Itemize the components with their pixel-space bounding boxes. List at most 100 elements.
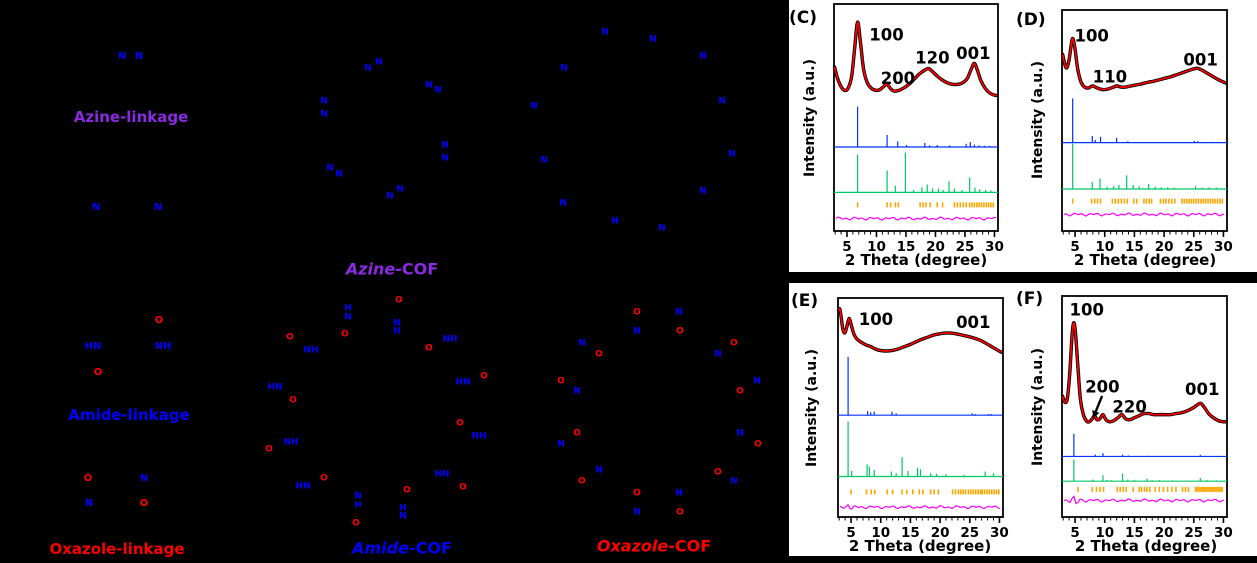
panel-letter-e: (E): [791, 291, 819, 311]
y-axis-label-d: Intensity (a.u.): [1030, 60, 1046, 180]
atom-label-o: O: [736, 386, 744, 397]
atom-label-o: O: [139, 498, 149, 509]
atom-label-n: N: [578, 338, 586, 349]
y-axis-label-c: Intensity (a.u.): [802, 58, 818, 178]
atom-label-o: O: [289, 395, 297, 406]
atom-label-n: N: [699, 186, 707, 197]
atom-label-hn: HN: [84, 341, 102, 352]
atom-label-o: O: [676, 507, 684, 518]
x-axis-label-e: 2 Theta (degree): [848, 537, 992, 555]
atom-label-n: N: [675, 307, 683, 318]
atom-label-n: N: [386, 191, 394, 202]
y-axis-label-f: Intensity (a.u.): [1030, 347, 1046, 467]
atom-label-h: H: [354, 500, 362, 511]
atom-label-n: N: [530, 101, 538, 112]
atom-label-n: N: [354, 491, 362, 502]
atom-label-o: O: [93, 367, 103, 378]
atom-label-n: N: [611, 216, 619, 227]
atom-label-n: N: [364, 63, 372, 74]
panel-letter-f: (F): [1016, 289, 1044, 309]
atom-label-n: N: [557, 439, 565, 450]
atom-label-n: N: [728, 149, 736, 160]
y-axis-label-e: Intensity (a.u.): [804, 348, 820, 468]
atom-label-o: O: [595, 349, 603, 360]
atom-label-n: N: [736, 428, 744, 439]
atom-label-n: N: [601, 27, 609, 38]
atom-label-o: O: [341, 329, 349, 340]
panel-letter-c: (C): [789, 8, 818, 28]
atom-label-o: O: [676, 326, 684, 337]
atom-label-o: O: [633, 307, 641, 318]
oxazole-cof-label-rest: -COF: [668, 536, 712, 556]
atom-label-nh: NH: [283, 437, 299, 448]
atom-label-n: N: [633, 326, 641, 337]
atom-label-h: H: [344, 303, 352, 314]
azine-cof-label: Azine-COF: [346, 260, 438, 279]
amide-cof-label: Amide-COF: [352, 539, 452, 558]
atom-label-n: N: [344, 312, 352, 323]
panel-letter-d: (D): [1016, 10, 1046, 30]
atom-label-n: N: [91, 202, 101, 213]
atom-label-n: N: [718, 96, 726, 107]
atom-label-o: O: [352, 518, 360, 529]
atom-label-h: H: [399, 503, 407, 514]
atom-label-o: O: [730, 338, 738, 349]
atom-label-nh: NH: [303, 345, 319, 356]
azine-linkage-label: Azine-linkage: [73, 108, 189, 126]
atom-label-o: O: [83, 473, 93, 484]
oxazole-cof-label-italic: Oxazole: [596, 536, 669, 556]
atom-label-o: O: [714, 467, 722, 478]
atom-label-n: N: [699, 51, 707, 62]
atom-label-o: O: [573, 428, 581, 439]
atom-label-n: N: [425, 80, 433, 91]
atom-label-hn: HN: [267, 382, 283, 393]
atom-label-h: H: [393, 326, 401, 337]
atom-label-n: N: [649, 34, 657, 45]
atom-label-n: N: [730, 476, 738, 487]
x-axis-label-c: 2 Theta (degree): [844, 251, 988, 269]
atom-label-n: N: [134, 51, 144, 62]
atom-label-n: N: [375, 57, 383, 68]
atom-label-n: N: [396, 184, 404, 195]
oxazole-cof-label: Oxazole-COF: [597, 537, 711, 556]
azine-cof-label-italic: Azine: [345, 259, 396, 279]
atom-label-nh: NH: [442, 334, 458, 345]
oxazole-linkage-label: Oxazole-linkage: [49, 540, 185, 558]
atom-label-n: N: [540, 155, 548, 166]
atom-label-o: O: [480, 371, 488, 382]
atom-label-n: N: [714, 349, 722, 360]
atom-label-n: N: [139, 473, 149, 484]
atom-label-n: N: [595, 465, 603, 476]
atom-label-n: N: [320, 96, 328, 107]
atom-label-o: O: [578, 476, 586, 487]
atom-label-o: O: [320, 473, 328, 484]
xrd-panel-background-bottom: [789, 283, 1257, 556]
atom-label-n: N: [153, 202, 163, 213]
atom-label-n: N: [335, 169, 343, 180]
atom-label-n: N: [441, 153, 449, 164]
amide-cof-label-rest: -COF: [408, 538, 452, 558]
atom-label-hn: HN: [295, 481, 311, 492]
xrd-panel-background-top: [789, 0, 1257, 272]
atom-label-n: N: [117, 51, 127, 62]
atom-label-o: O: [425, 343, 433, 354]
atom-label-n: N: [320, 109, 328, 120]
azine-cof-label-rest: -COF: [395, 259, 439, 279]
atom-label-n: N: [441, 140, 449, 151]
atom-label-n: N: [658, 223, 666, 234]
atom-label-o: O: [459, 482, 467, 493]
atom-label-n: N: [633, 507, 641, 518]
atom-label-n: N: [84, 498, 94, 509]
atom-label-n: N: [753, 376, 761, 387]
atom-label-o: O: [456, 418, 464, 429]
atom-label-n: N: [434, 85, 442, 96]
x-axis-label-f: 2 Theta (degree): [1074, 537, 1218, 555]
atom-label-n: N: [399, 511, 407, 522]
atom-label-o: O: [286, 332, 294, 343]
atom-label-o: O: [557, 376, 565, 387]
atom-label-n: N: [326, 163, 334, 174]
atom-label-n: N: [675, 488, 683, 499]
atom-label-nh: NH: [471, 431, 487, 442]
atom-label-o: O: [403, 485, 411, 496]
atom-label-hn: HN: [455, 377, 471, 388]
